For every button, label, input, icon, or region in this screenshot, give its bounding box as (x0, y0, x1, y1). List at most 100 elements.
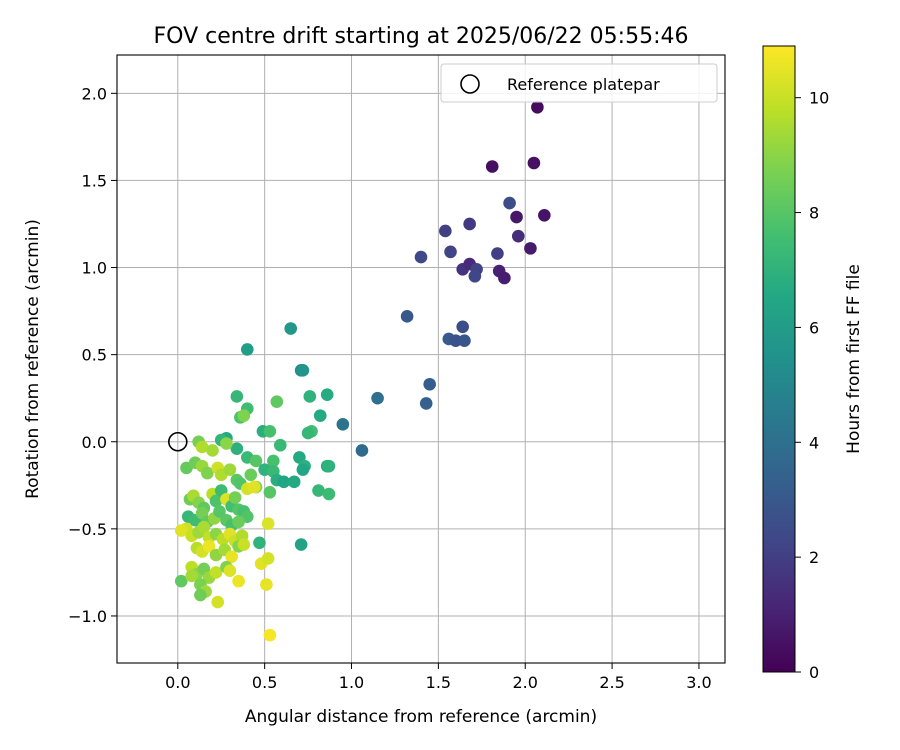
data-point-81 (247, 480, 261, 494)
data-point-140 (194, 588, 207, 602)
colorbar-tick-label-0: 0 (809, 663, 819, 682)
y-tick-label-2: 0.0 (82, 433, 107, 452)
data-point-11 (444, 245, 457, 259)
data-point-55 (249, 454, 263, 468)
data-point-42 (301, 426, 315, 440)
y-tick-label-1: −0.5 (68, 520, 107, 539)
x-tick-label-5: 2.5 (599, 673, 624, 692)
chart-title: FOV centre drift starting at 2025/06/22 … (154, 24, 689, 49)
data-point-58 (296, 463, 310, 476)
x-tick-label-4: 2.0 (513, 673, 538, 692)
colorbar-tick-label-3: 6 (809, 318, 819, 337)
x-tick-label-3: 1.5 (426, 673, 451, 692)
data-point-4 (538, 208, 551, 222)
colorbar (762, 45, 796, 673)
data-point-45 (273, 438, 287, 452)
x-axis-label: Angular distance from reference (arcmin) (245, 707, 597, 727)
data-point-29 (284, 322, 298, 335)
data-point-117 (294, 538, 308, 551)
data-point-27 (336, 418, 350, 431)
data-point-38 (313, 409, 327, 422)
data-point-132 (223, 564, 237, 577)
x-tick-label-0: 0.0 (165, 673, 190, 692)
data-point-3 (503, 196, 516, 210)
data-point-0 (531, 100, 544, 114)
data-point-75 (223, 463, 237, 476)
data-point-9 (463, 217, 476, 231)
plot-frame (116, 54, 726, 664)
x-axis-ticks: 0.0 0.5 1.0 1.5 2.0 2.5 3.0 (165, 663, 712, 692)
colorbar-tick-label-5: 10 (809, 89, 829, 108)
colorbar-tick-label-2: 4 (809, 433, 819, 452)
colorbar-label: Hours from first FF file (844, 264, 864, 454)
y-axis-label: Rotation from reference (arcmin) (23, 219, 43, 499)
data-point-143 (263, 628, 277, 642)
data-points (174, 100, 551, 642)
data-point-18 (498, 271, 511, 285)
y-tick-label-4: 1.0 (82, 259, 107, 278)
data-point-60 (322, 459, 336, 473)
data-point-56 (267, 454, 280, 468)
y-tick-label-0: −1.0 (68, 607, 107, 626)
data-point-28 (355, 444, 369, 457)
data-point-8 (439, 224, 452, 238)
data-point-52 (220, 437, 233, 450)
data-point-22 (449, 334, 463, 348)
data-point-34 (303, 390, 317, 403)
data-point-46 (230, 442, 244, 456)
data-point-108 (197, 520, 211, 534)
data-point-72 (201, 466, 214, 480)
data-point-30 (240, 343, 254, 356)
data-point-35 (320, 388, 334, 402)
data-point-123 (225, 550, 238, 564)
data-point-130 (209, 566, 223, 579)
data-point-5 (510, 210, 523, 224)
data-point-24 (423, 377, 436, 391)
data-point-37 (270, 395, 284, 408)
data-point-25 (419, 397, 433, 410)
data-point-105 (174, 524, 188, 537)
data-point-19 (400, 310, 414, 323)
data-point-87 (209, 494, 223, 508)
legend-entry-label: Reference platepar (507, 75, 660, 94)
data-point-44 (263, 424, 277, 438)
data-point-103 (232, 515, 245, 529)
data-point-6 (511, 229, 525, 243)
data-point-66 (312, 484, 325, 497)
data-point-7 (524, 242, 537, 255)
x-tick-label-1: 0.5 (252, 673, 277, 692)
data-point-141 (211, 595, 225, 609)
data-point-115 (253, 536, 266, 550)
reference-marker (168, 431, 188, 452)
legend-open-circle-icon (460, 74, 480, 94)
legend-box (440, 63, 718, 103)
y-axis-ticks: −1.0 −0.5 0.0 0.5 1.0 1.5 2.0 (68, 84, 117, 626)
data-point-2 (527, 156, 541, 170)
y-tick-label-5: 1.5 (82, 171, 107, 190)
colorbar-tick-label-1: 2 (809, 548, 819, 567)
data-point-91 (228, 491, 242, 504)
data-point-67 (322, 487, 336, 501)
data-point-64 (277, 475, 291, 489)
data-point-32 (296, 364, 310, 377)
data-point-65 (287, 475, 301, 489)
legend: Reference platepar (440, 63, 718, 103)
data-point-125 (237, 538, 251, 551)
data-point-136 (174, 574, 188, 588)
data-point-1 (485, 160, 499, 173)
data-point-16 (468, 269, 482, 283)
data-point-10 (491, 247, 504, 260)
x-tick-label-6: 3.0 (686, 673, 711, 692)
colorbar-ticks: 0 2 4 6 8 10 (795, 89, 829, 682)
data-point-33 (230, 390, 244, 403)
data-point-20 (456, 320, 469, 334)
data-point-133 (232, 574, 245, 588)
data-point-68 (263, 485, 277, 499)
x-tick-label-2: 1.0 (339, 673, 364, 692)
data-point-137 (185, 569, 198, 583)
data-point-135 (261, 552, 275, 565)
data-point-40 (237, 409, 251, 422)
data-point-142 (260, 578, 273, 591)
data-point-116 (261, 517, 275, 530)
